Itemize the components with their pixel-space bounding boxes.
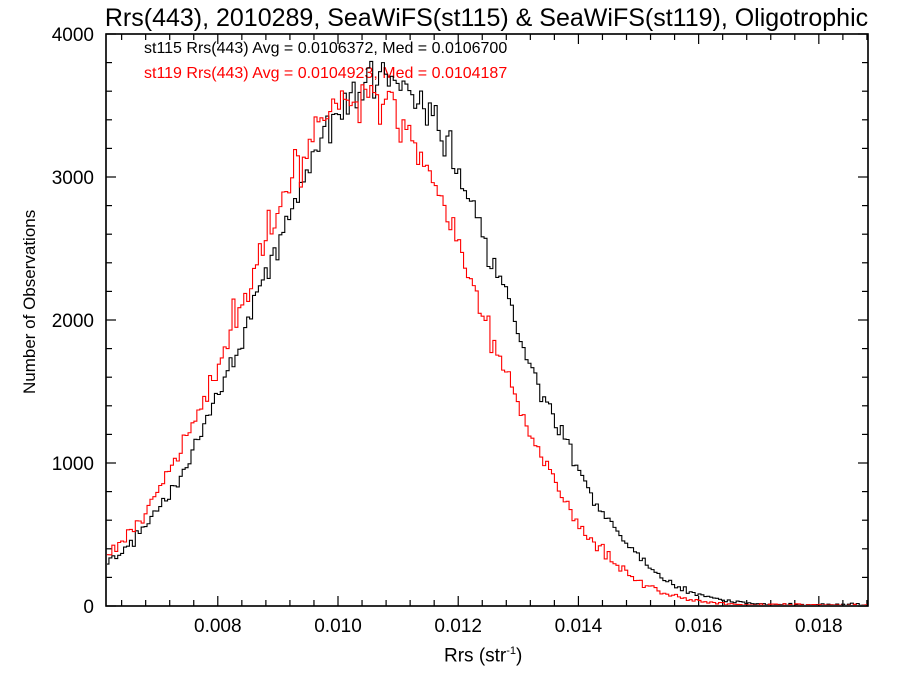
svg-text:2000: 2000 [52,311,94,332]
svg-text:0.018: 0.018 [795,616,843,637]
svg-text:0: 0 [83,597,94,618]
svg-text:0.008: 0.008 [194,616,242,637]
svg-text:4000: 4000 [52,25,94,46]
svg-text:0.016: 0.016 [675,616,723,637]
svg-text:0.014: 0.014 [555,616,603,637]
svg-text:1000: 1000 [52,454,94,475]
svg-text:0.010: 0.010 [314,616,362,637]
svg-text:3000: 3000 [52,168,94,189]
svg-text:0.012: 0.012 [434,616,482,637]
